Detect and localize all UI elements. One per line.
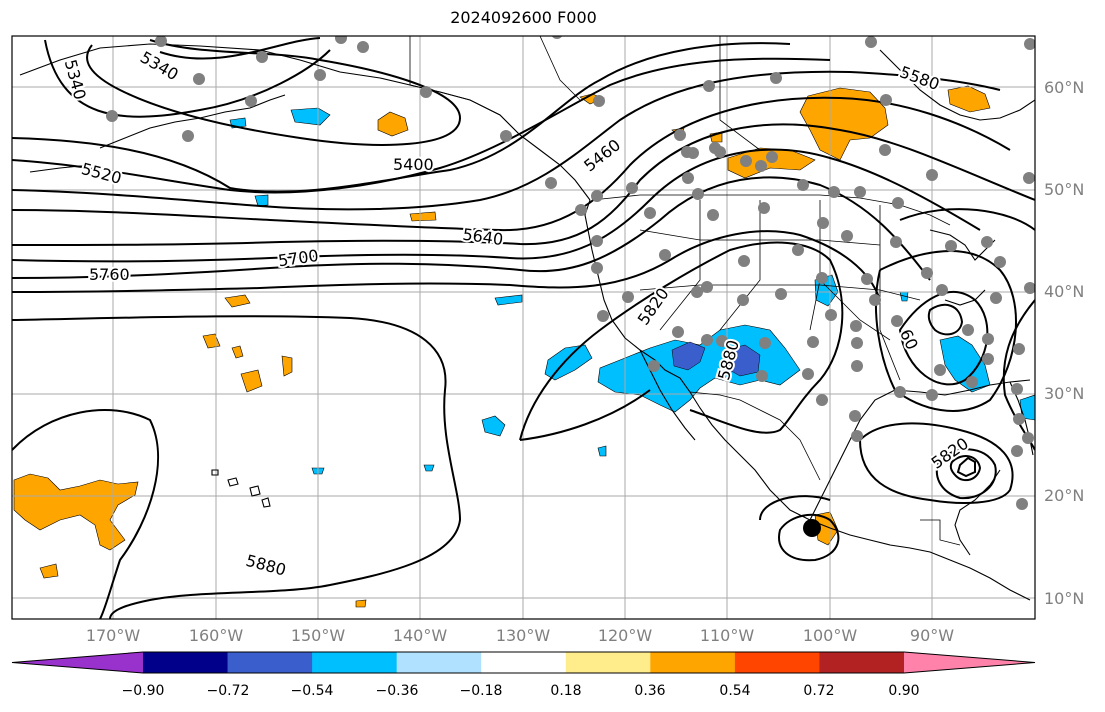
lat-label: 50°N [1044, 180, 1085, 199]
colorbar-segment [312, 652, 398, 673]
lon-label: 160°W [188, 626, 244, 645]
colorbar-segment [12, 652, 143, 673]
lon-label: 170°W [85, 626, 141, 645]
colorbar-tick-label: 0.54 [719, 683, 751, 699]
colorbar-tick-label: 0.90 [888, 683, 920, 699]
contour-label: 5400 [393, 155, 434, 174]
lat-label: 40°N [1044, 282, 1085, 301]
colorbar-tick-label: −0.72 [206, 683, 250, 699]
colorbar-tick-label: −0.36 [375, 683, 419, 699]
colorbar-segment [819, 652, 905, 673]
shading-blue [671, 341, 761, 377]
contour-label: 5760 [89, 265, 130, 284]
colorbar-tick-label: −0.90 [121, 683, 165, 699]
colorbar-outline [11, 651, 1036, 674]
colorbar-segment [565, 652, 651, 673]
chart-title: 2024092600 F000 [450, 8, 597, 27]
lon-label: 110°W [699, 626, 755, 645]
lon-label: 130°W [495, 626, 551, 645]
colorbar-segment [481, 652, 567, 673]
lat-label: 20°N [1044, 486, 1085, 505]
colorbar-tick-label: 0.72 [803, 683, 835, 699]
colorbar-segment [904, 652, 1035, 673]
storm-center-marker [803, 519, 821, 537]
colorbar-segment [143, 652, 229, 673]
lon-label: 140°W [392, 626, 448, 645]
colorbar [11, 651, 1036, 674]
lon-label: 120°W [597, 626, 653, 645]
lat-label: 30°N [1044, 384, 1085, 403]
lon-label: 90°W [909, 626, 955, 645]
map-frame [11, 35, 1036, 620]
colorbar-segment [734, 652, 820, 673]
colorbar-tick-label: −0.54 [290, 683, 334, 699]
colorbar-tick-label: 0.36 [634, 683, 666, 699]
lon-label: 100°W [802, 626, 858, 645]
lat-label: 10°N [1044, 589, 1085, 608]
colorbar-segment [650, 652, 736, 673]
colorbar-segment [227, 652, 313, 673]
colorbar-tick-label: 0.18 [550, 683, 582, 699]
lat-label: 60°N [1044, 78, 1085, 97]
lon-label: 150°W [290, 626, 346, 645]
colorbar-tick-label: −0.18 [459, 683, 503, 699]
height-contours [12, 37, 1035, 619]
colorbar-segment [396, 652, 482, 673]
station-markers [106, 36, 1035, 510]
